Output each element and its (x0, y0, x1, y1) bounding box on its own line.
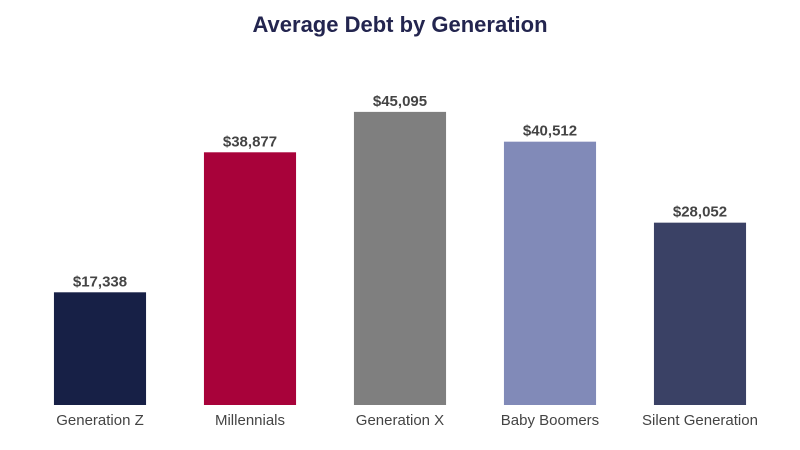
x-tick-label: Generation X (356, 412, 444, 429)
value-label: $38,877 (223, 133, 277, 150)
x-tick-label: Generation Z (56, 412, 144, 429)
bar (203, 152, 297, 405)
value-label: $45,095 (373, 93, 427, 110)
value-label: $28,052 (673, 204, 727, 221)
x-tick-label: Silent Generation (642, 412, 758, 429)
bar (53, 292, 147, 405)
bar (503, 141, 597, 405)
x-tick-label: Baby Boomers (501, 412, 599, 429)
x-tick-label: Millennials (215, 412, 285, 429)
chart-title: Average Debt by Generation (252, 12, 547, 37)
bar (653, 222, 747, 405)
bar (353, 111, 447, 405)
value-label: $17,338 (73, 273, 127, 290)
value-label: $40,512 (523, 123, 577, 140)
